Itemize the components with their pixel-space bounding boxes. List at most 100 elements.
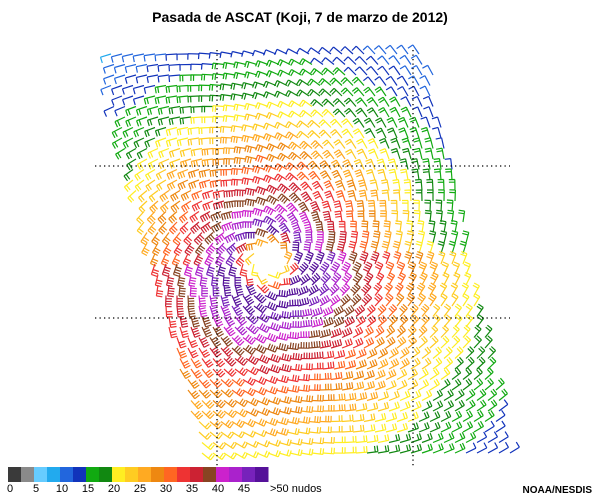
wind-barb: [409, 127, 420, 139]
wind-barb: [256, 450, 271, 458]
wind-barb: [432, 126, 442, 139]
wind-barb: [330, 425, 343, 433]
wind-barb: [168, 116, 181, 126]
wind-barb: [297, 416, 311, 424]
wind-barb: [454, 314, 463, 328]
wind-barb: [217, 263, 226, 277]
wind-barb: [380, 210, 387, 223]
wind-barb: [198, 137, 211, 146]
wind-barb: [267, 407, 281, 416]
wind-barb: [396, 261, 406, 275]
wind-barb: [201, 189, 214, 200]
wind-barb: [283, 250, 293, 265]
wind-barb: [465, 356, 475, 370]
wind-barb: [212, 200, 225, 210]
wind-barb: [341, 327, 353, 339]
wind-barb: [299, 140, 313, 150]
wind-barb: [303, 221, 313, 233]
wind-barb: [331, 272, 342, 286]
wind-barb: [422, 158, 431, 170]
wind-barb: [289, 321, 302, 328]
wind-barb: [187, 53, 200, 60]
wind-barb: [209, 126, 222, 134]
wind-barb: [265, 184, 280, 195]
wind-barb: [367, 138, 379, 149]
wind-barb: [234, 314, 247, 326]
wind-barb: [487, 442, 499, 454]
wind-barb: [262, 49, 277, 56]
wind-barb: [374, 336, 385, 349]
wind-barb: [319, 261, 330, 275]
wind-barb: [495, 377, 505, 391]
wind-barb: [363, 424, 376, 433]
wind-barb: [168, 105, 181, 115]
wind-barb: [389, 96, 401, 107]
wind-barb: [273, 90, 288, 98]
wind-barb: [374, 293, 383, 307]
wind-barb: [179, 368, 192, 380]
wind-barb: [267, 271, 281, 279]
wind-barb: [255, 154, 269, 163]
wind-barb: [395, 293, 405, 307]
wind-barb: [297, 201, 310, 213]
lat-lon-grid: [95, 50, 510, 468]
wind-barb: [465, 388, 476, 401]
wind-barb: [264, 301, 279, 312]
wind-barb: [310, 150, 324, 160]
wind-barb: [344, 316, 356, 328]
wind-barb: [234, 200, 246, 207]
wind-barb: [473, 410, 484, 423]
wind-barb: [245, 231, 258, 239]
wind-barb: [454, 303, 462, 317]
wind-barb: [322, 210, 332, 223]
wind-barb: [204, 253, 215, 267]
wind-barb: [144, 168, 156, 181]
wind-barb: [253, 376, 268, 386]
wind-barb: [333, 316, 345, 328]
wind-barb: [354, 304, 366, 317]
wind-barb: [340, 77, 354, 86]
wind-barb: [392, 179, 401, 191]
wind-barb: [223, 284, 232, 297]
wind-barb: [417, 230, 426, 244]
wind-barb: [344, 403, 357, 412]
wind-barb: [417, 293, 426, 307]
wind-barb: [99, 53, 112, 64]
legend-swatch: [216, 467, 230, 482]
wind-barb: [322, 139, 335, 149]
wind-barb: [143, 84, 156, 94]
wind-barb: [296, 161, 310, 171]
wind-barb: [333, 360, 346, 370]
wind-barb: [487, 346, 497, 359]
wind-barb: [378, 137, 390, 149]
wind-barb: [136, 158, 148, 170]
wind-barb: [498, 388, 508, 401]
wind-barb: [390, 137, 401, 149]
wind-barb: [212, 115, 225, 123]
wind-barb: [421, 432, 433, 444]
wind-barb: [222, 72, 236, 80]
wind-barb: [245, 313, 259, 325]
wind-barb: [355, 402, 368, 412]
wind-barb: [245, 354, 260, 366]
wind-barb: [351, 45, 365, 55]
wind-barb: [209, 379, 223, 388]
wind-barb: [245, 440, 260, 449]
wind-barb: [334, 210, 343, 223]
wind-barb: [319, 339, 332, 349]
wind-barb: [411, 106, 423, 118]
wind-barb: [418, 325, 428, 338]
wind-barb: [300, 448, 314, 456]
wind-barb: [241, 134, 255, 143]
wind-barb: [147, 221, 157, 235]
wind-barb: [244, 198, 258, 207]
wind-barb: [288, 141, 302, 151]
wind-barb: [264, 291, 279, 301]
wind-barb: [295, 47, 310, 55]
wind-barb: [487, 388, 498, 401]
wind-barb: [472, 282, 480, 296]
wind-barb: [412, 137, 423, 149]
wind-barb: [256, 354, 271, 364]
wind-barb: [190, 105, 203, 114]
